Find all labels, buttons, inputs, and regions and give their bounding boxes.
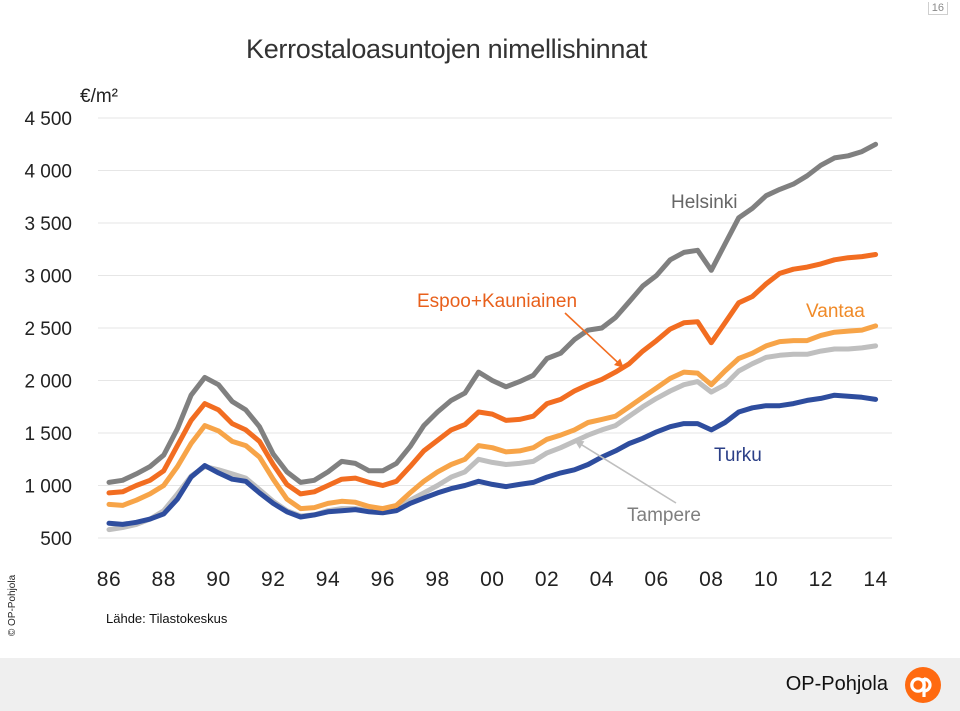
logo-text: OP-Pohjola xyxy=(786,673,888,696)
y-tick-label: 1 500 xyxy=(24,424,72,445)
series-label-turku: Turku xyxy=(714,445,762,466)
series-line-helsinki xyxy=(109,144,876,482)
x-tick-label: 08 xyxy=(699,568,723,591)
x-tick-label: 10 xyxy=(754,568,778,591)
annotation-arrowhead xyxy=(574,440,584,449)
copyright-notice: © OP-Pohjola xyxy=(7,575,18,636)
x-tick-label: 14 xyxy=(863,568,887,591)
y-tick-label: 4 000 xyxy=(24,162,72,183)
x-tick-label: 94 xyxy=(316,568,340,591)
source-note: Lähde: Tilastokeskus xyxy=(106,611,227,626)
footer-bar: OP-Pohjola xyxy=(0,658,960,711)
x-tick-label: 98 xyxy=(425,568,449,591)
x-tick-label: 92 xyxy=(261,568,285,591)
y-tick-label: 2 000 xyxy=(24,372,72,393)
x-tick-label: 90 xyxy=(206,568,230,591)
series-label-espoo-kauniainen: Espoo+Kauniainen xyxy=(417,291,577,312)
y-tick-label: 1 000 xyxy=(24,477,72,498)
x-tick-label: 96 xyxy=(371,568,395,591)
y-tick-label: 3 000 xyxy=(24,267,72,288)
op-logo-icon xyxy=(904,666,942,704)
x-tick-label: 86 xyxy=(97,568,121,591)
series-label-vantaa: Vantaa xyxy=(806,301,865,322)
series-label-helsinki: Helsinki xyxy=(671,192,738,213)
x-tick-label: 00 xyxy=(480,568,504,591)
y-tick-label: 500 xyxy=(40,529,72,550)
annotation-arrow xyxy=(574,440,676,503)
x-tick-label: 02 xyxy=(535,568,559,591)
x-tick-label: 06 xyxy=(644,568,668,591)
y-tick-label: 2 500 xyxy=(24,319,72,340)
x-tick-label: 12 xyxy=(809,568,833,591)
series-label-tampere: Tampere xyxy=(627,505,701,526)
x-tick-label: 04 xyxy=(590,568,614,591)
y-tick-label: 4 500 xyxy=(24,109,72,130)
y-tick-label: 3 500 xyxy=(24,214,72,235)
x-tick-label: 88 xyxy=(152,568,176,591)
